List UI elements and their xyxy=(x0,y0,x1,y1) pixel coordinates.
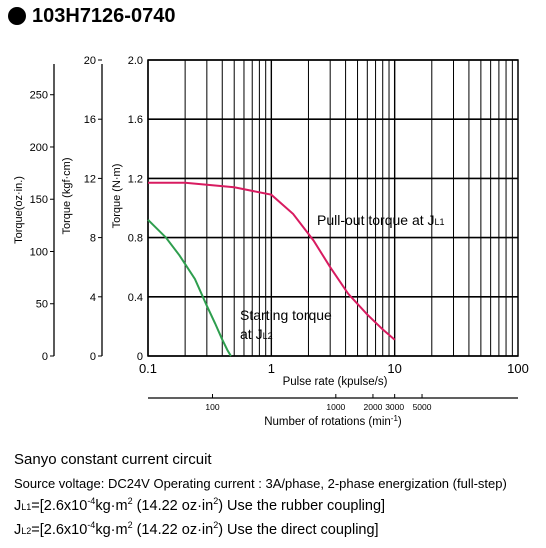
chart-title: 103H7126-0740 xyxy=(32,4,176,27)
ytick-label-kgfcm: 20 xyxy=(84,55,96,67)
starting-torque-label-line1: Starting torque xyxy=(240,307,332,323)
xaxis-label-rotations: Number of rotations (min-1) xyxy=(264,414,402,428)
ytick-label-nm: 0 xyxy=(137,351,143,363)
plot-frame xyxy=(147,59,519,357)
jl2-c: (14.22 oz·in xyxy=(132,522,214,538)
xtick-label-rotations: 1000 xyxy=(326,402,345,412)
torque-chart: 0 0.4 0.8 1.2 1.6 2.0 Torque (N·m) 0 4 8 12 16 20 Tor… xyxy=(13,55,529,428)
ytick-label-nm: 0.8 xyxy=(128,233,143,245)
caption-source-voltage: Source voltage: DC24V Operating current … xyxy=(14,476,507,491)
yaxis-label-nm: Torque (N·m) xyxy=(111,164,123,229)
ytick-label-kgfcm: 4 xyxy=(90,292,96,304)
rotations-label-suffix: ) xyxy=(398,416,402,428)
jl1-c: (14.22 oz·in xyxy=(132,498,214,514)
jl2-a: =[2.6x10 xyxy=(31,522,88,538)
rotations-label-exponent: -1 xyxy=(391,414,399,423)
caption-inertia-l2: JL2=[2.6x10-4kg·m2 (14.22 oz·in2) Use th… xyxy=(14,520,379,538)
ytick-label-nm: 0.4 xyxy=(128,292,143,304)
jl1-exp: -4 xyxy=(87,496,96,507)
starting-label-part: L2 xyxy=(263,331,273,341)
ytick-label-ozin: 50 xyxy=(36,299,48,311)
jl2-sq: 2 xyxy=(127,520,133,531)
ytick-label-ozin: 150 xyxy=(30,194,48,206)
jl2-sq2: 2 xyxy=(213,520,219,531)
jl1-prefix: J xyxy=(14,498,22,514)
ytick-label-kgfcm: 16 xyxy=(84,114,96,126)
jl2-prefix: J xyxy=(14,522,22,538)
ytick-label-nm: 1.6 xyxy=(128,114,143,126)
yaxis-label-ozin: Torque(oz·in.) xyxy=(13,176,25,244)
xtick-label-rotations: 3000 xyxy=(385,402,404,412)
ytick-label-ozin: 200 xyxy=(30,142,48,154)
xtick-label: 0.1 xyxy=(139,361,157,376)
ytick-label-nm: 1.2 xyxy=(128,173,143,185)
pullout-label-part: L1 xyxy=(435,217,445,227)
starting-torque-label-line2: at JL2 xyxy=(240,326,273,342)
jl2-d: ) Use the direct coupling] xyxy=(218,522,379,538)
xtick-label: 10 xyxy=(387,361,401,376)
xaxis-label: Pulse rate (kpulse/s) xyxy=(283,376,388,388)
jl1-sq2: 2 xyxy=(213,496,219,507)
yaxis-label-kgfcm: Torque (kgf·cm) xyxy=(61,157,73,234)
jl1-a: =[2.6x10 xyxy=(31,498,88,514)
xtick-label: 1 xyxy=(268,361,275,376)
bullet-dot-icon xyxy=(8,7,26,25)
chart-title-row: 103H7126-0740 xyxy=(8,4,175,28)
pullout-label-part: Pull-out torque at J xyxy=(317,212,435,228)
xtick-label: 100 xyxy=(507,361,529,376)
pullout-torque-label: Pull-out torque at JL1 xyxy=(317,212,445,228)
jl2-b: kg·m xyxy=(95,522,128,538)
caption-inertia-l1: JL1=[2.6x10-4kg·m2 (14.22 oz·in2) Use th… xyxy=(14,496,386,514)
starting-torque-curve xyxy=(147,219,232,357)
ytick-label-kgfcm: 8 xyxy=(90,233,96,245)
xtick-label-rotations: 100 xyxy=(205,402,219,412)
jl1-b: kg·m xyxy=(95,498,128,514)
ytick-label-ozin: 100 xyxy=(30,246,48,258)
ytick-label-ozin: 0 xyxy=(42,351,48,363)
jl1-sq: 2 xyxy=(127,496,133,507)
jl1-d: ) Use the rubber coupling] xyxy=(218,498,386,514)
jl2-exp: -4 xyxy=(87,520,96,531)
pullout-torque-curve xyxy=(148,181,396,341)
ytick-label-kgfcm: 0 xyxy=(90,351,96,363)
starting-label-part: at J xyxy=(240,326,263,342)
xtick-label-rotations: 5000 xyxy=(413,402,432,412)
xtick-label-rotations: 2000 xyxy=(363,402,382,412)
ytick-label-ozin: 250 xyxy=(30,90,48,102)
jl2-sub: L2 xyxy=(21,526,32,536)
caption-circuit: Sanyo constant current circuit xyxy=(14,451,212,468)
ytick-label-kgfcm: 12 xyxy=(84,173,96,185)
rotations-label-text: Number of rotations (min xyxy=(264,416,391,428)
jl1-sub: L1 xyxy=(21,502,32,512)
ytick-label-nm: 2.0 xyxy=(128,55,143,67)
